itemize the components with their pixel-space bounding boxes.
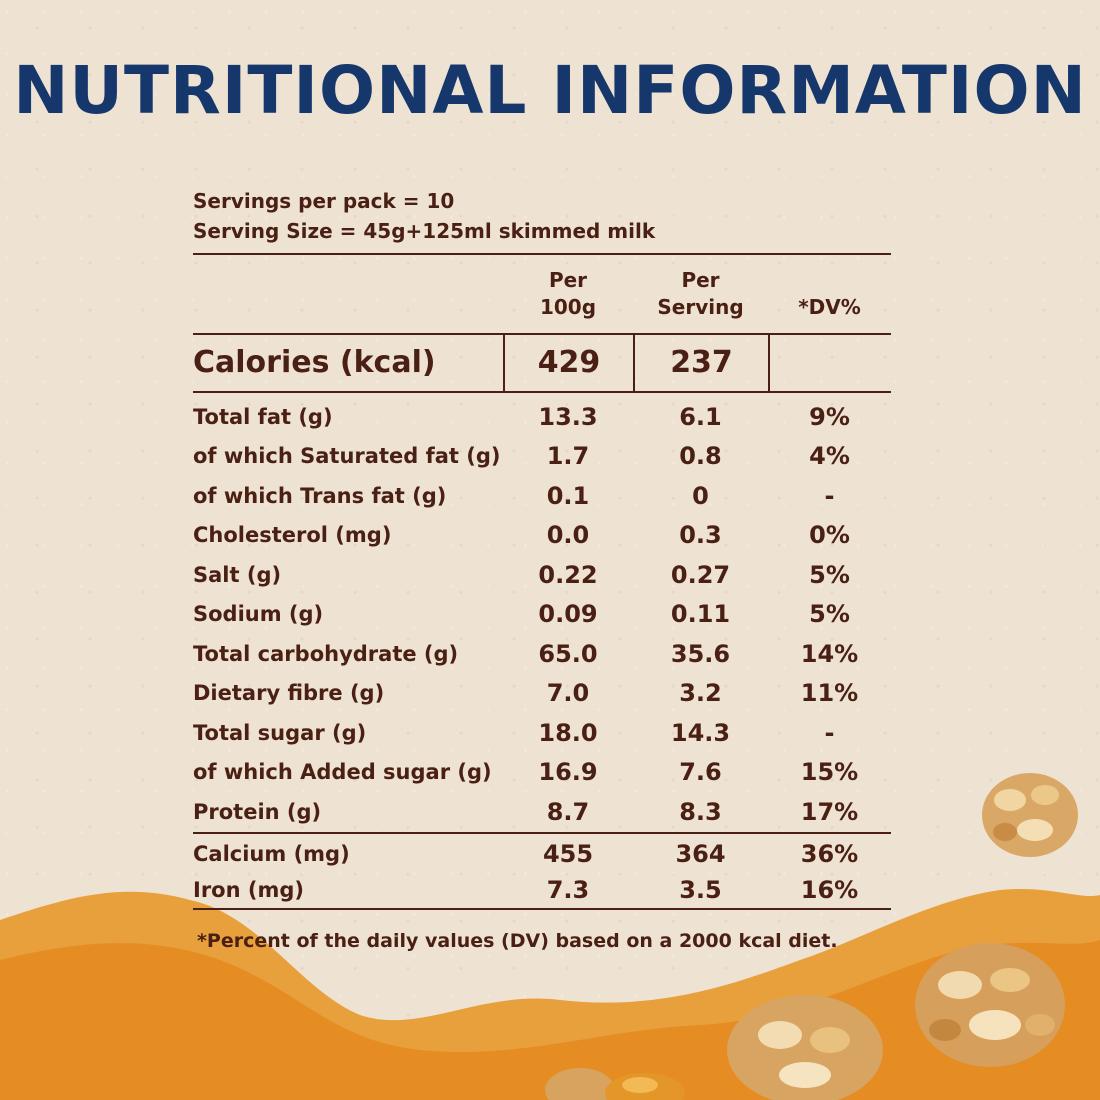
table-row: Total carbohydrate (g) 65.0 35.6 14% [193, 634, 891, 674]
nutrient-label: Iron (mg) [193, 877, 304, 902]
nutrient-label: Protein (g) [193, 799, 322, 824]
calories-per-100g: 429 [503, 335, 633, 391]
table-row: Cholesterol (mg) 0.0 0.3 0% [193, 516, 891, 556]
table-row: of which Saturated fat (g) 1.7 0.8 4% [193, 437, 891, 477]
nutrient-label: Total carbohydrate (g) [193, 641, 459, 666]
servings-per-pack: Servings per pack = 10 [193, 189, 455, 213]
table-row: Total fat (g) 13.3 6.1 9% [193, 397, 891, 437]
granola-cluster-icon [545, 1068, 685, 1100]
value-per-100g: 1.7 [546, 442, 590, 471]
value-per-100g: 65.0 [538, 639, 598, 668]
mineral-rows: Calcium (mg) 455 364 36% Iron (mg) 7.3 3.5 16% [193, 831, 891, 910]
granola-cluster-icon [982, 773, 1078, 857]
value-per-100g: 13.3 [538, 402, 598, 431]
table-row: Iron (mg) 7.3 3.5 16% [193, 872, 891, 908]
nutrient-rows: Total fat (g) 13.3 6.1 9% of which Saturated… [193, 397, 891, 832]
value-dv: 5% [809, 600, 850, 629]
value-per-serving: 0.27 [670, 560, 731, 589]
granola-cluster-icon [727, 995, 883, 1100]
value-per-100g: 0.0 [546, 521, 590, 550]
calories-dv [768, 335, 891, 391]
footnote: *Percent of the daily values (DV) based … [197, 930, 838, 952]
calories-row: Calories (kcal) 429 237 [193, 335, 891, 393]
value-dv: 16% [800, 875, 859, 904]
nutrient-label: Dietary fibre (g) [193, 681, 385, 706]
value-per-100g: 0.1 [546, 481, 590, 510]
nutrient-label: Cholesterol (mg) [193, 523, 392, 548]
nutrient-label: of which Trans fat (g) [193, 483, 447, 508]
value-per-100g: 0.09 [538, 600, 598, 629]
value-per-100g: 7.3 [546, 875, 590, 904]
header-per-100g-line1: Per [548, 268, 588, 292]
value-dv: 9% [809, 402, 850, 431]
table-row: Calcium (mg) 455 364 36% [193, 836, 891, 872]
table-header-row: Per 100g Per Serving *DV% [193, 253, 891, 335]
nutrient-label: Calcium (mg) [193, 841, 350, 866]
table-row: Sodium (g) 0.09 0.11 5% [193, 595, 891, 635]
value-per-serving: 0.11 [670, 600, 731, 629]
table-row: Salt (g) 0.22 0.27 5% [193, 555, 891, 595]
value-per-serving: 3.5 [679, 875, 722, 904]
nutrient-label: Sodium (g) [193, 602, 324, 627]
value-dv: 0% [809, 521, 850, 550]
value-per-serving: 3.2 [679, 679, 722, 708]
value-per-100g: 18.0 [538, 718, 598, 747]
table-row: Dietary fibre (g) 7.0 3.2 11% [193, 674, 891, 714]
value-dv: 17% [800, 797, 859, 826]
value-dv: 14% [800, 639, 859, 668]
header-per-serving-line1: Per [681, 268, 720, 292]
page-title: NUTRITIONAL INFORMATION [13, 52, 1087, 129]
table-row: Protein (g) 8.7 8.3 17% [193, 792, 891, 832]
value-per-100g: 0.22 [538, 560, 598, 589]
calories-per-serving: 237 [633, 335, 768, 391]
value-dv: 11% [800, 679, 859, 708]
value-dv: 15% [800, 758, 859, 787]
nutrient-label: of which Added sugar (g) [193, 760, 492, 785]
header-per-100g-line2: 100g [539, 295, 597, 319]
value-per-serving: 7.6 [679, 758, 722, 787]
granola-cluster-icon [915, 943, 1065, 1067]
header-per-serving-line2: Serving [657, 295, 744, 319]
serving-size: Serving Size = 45g+125ml skimmed milk [193, 219, 656, 243]
value-per-serving: 14.3 [670, 718, 731, 747]
value-dv: 5% [809, 560, 850, 589]
header-per-100g: Per 100g [503, 267, 633, 321]
value-per-serving: 0.8 [679, 442, 722, 471]
value-dv: 36% [800, 839, 859, 868]
nutrient-label: Total sugar (g) [193, 720, 367, 745]
value-per-serving: 8.3 [679, 797, 722, 826]
serving-info: Servings per pack = 10 Serving Size = 45… [193, 186, 655, 246]
calories-label: Calories (kcal) [193, 345, 436, 380]
value-per-serving: 6.1 [679, 402, 722, 431]
value-per-100g: 455 [542, 839, 594, 868]
nutrition-table: Per 100g Per Serving *DV% Calories (kcal… [193, 253, 891, 910]
value-per-serving: 35.6 [670, 639, 731, 668]
header-dv: *DV% [798, 294, 861, 319]
value-per-100g: 8.7 [546, 797, 590, 826]
nutrient-label: of which Saturated fat (g) [193, 444, 501, 469]
value-dv: 4% [809, 442, 850, 471]
nutrient-label: Salt (g) [193, 562, 282, 587]
value-per-serving: 364 [675, 839, 726, 868]
table-row: Total sugar (g) 18.0 14.3 - [193, 713, 891, 753]
nutrient-label: Total fat (g) [193, 404, 333, 429]
header-per-serving: Per Serving [633, 267, 768, 321]
value-per-serving: 0.3 [679, 521, 722, 550]
table-row: of which Trans fat (g) 0.1 0 - [193, 476, 891, 516]
table-row: of which Added sugar (g) 16.9 7.6 15% [193, 753, 891, 793]
value-dv: - [824, 718, 835, 747]
value-per-100g: 16.9 [538, 758, 598, 787]
value-per-serving: 0 [692, 481, 709, 510]
value-dv: - [824, 481, 835, 510]
value-per-100g: 7.0 [546, 679, 590, 708]
